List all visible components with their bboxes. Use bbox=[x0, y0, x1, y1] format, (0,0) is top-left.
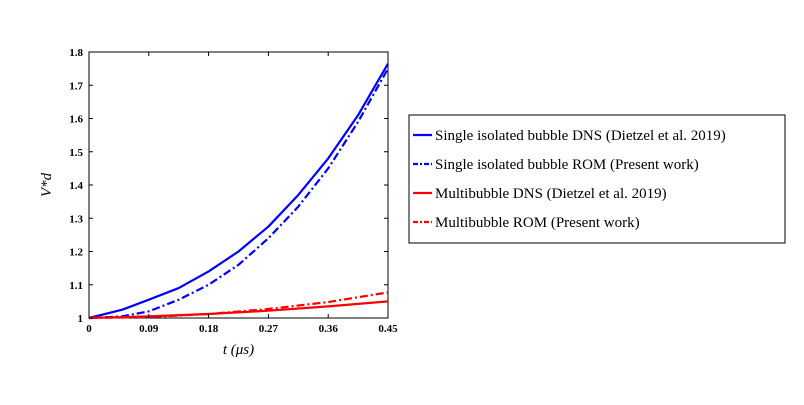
x-tick-label: 0.45 bbox=[378, 323, 398, 335]
y-tick-label: 1.7 bbox=[69, 80, 83, 92]
y-tick-label: 1.1 bbox=[69, 280, 83, 292]
x-ticks: 0 0.09 0.18 0.27 0.36 0.45 bbox=[86, 52, 398, 335]
series-line-3 bbox=[88, 300, 389, 320]
y-tick-label: 1.2 bbox=[69, 247, 83, 259]
legend-frame bbox=[408, 114, 786, 244]
y-tick-label: 1.8 bbox=[69, 47, 83, 59]
plot-frame bbox=[88, 51, 389, 319]
plot-area: 0 0.09 0.18 0.27 0.36 0.45 1 1.1 1.2 1.3 1.4 1.5 1.… bbox=[69, 47, 398, 335]
x-tick-label: 0 bbox=[86, 323, 92, 335]
series-line-2 bbox=[88, 68, 389, 320]
legend: Single isolated bubble DNS (Dietzel et a… bbox=[408, 114, 786, 244]
y-axis-label-text: V*d bbox=[39, 172, 55, 197]
y-axis-label: V*d bbox=[39, 172, 55, 197]
y-tick-label: 1.5 bbox=[69, 147, 83, 159]
legend-label-2: Single isolated bubble ROM (Present work… bbox=[435, 157, 699, 173]
y-tick-label: 1.3 bbox=[69, 213, 83, 225]
x-axis-label: t (μs) bbox=[223, 342, 254, 358]
y-tick-label: 1.4 bbox=[69, 180, 83, 192]
x-tick-label: 0.18 bbox=[199, 323, 219, 335]
series-line-1 bbox=[88, 63, 389, 320]
legend-label-1: Single isolated bubble DNS (Dietzel et a… bbox=[435, 128, 726, 144]
x-tick-label: 0.36 bbox=[319, 323, 339, 335]
x-tick-label: 0.09 bbox=[139, 323, 159, 335]
legend-label-3: Multibubble DNS (Dietzel et al. 2019) bbox=[435, 186, 667, 202]
legend-items: Single isolated bubble DNS (Dietzel et a… bbox=[413, 128, 726, 231]
y-tick-label: 1 bbox=[78, 313, 84, 325]
x-tick-label: 0.27 bbox=[259, 323, 279, 335]
series-layer bbox=[88, 63, 389, 320]
legend-label-4: Multibubble ROM (Present work) bbox=[435, 215, 640, 231]
y-tick-label: 1.6 bbox=[69, 114, 83, 126]
y-ticks: 1 1.1 1.2 1.3 1.4 1.5 1.6 1.7 1.8 bbox=[69, 47, 388, 325]
series-line-4 bbox=[88, 291, 389, 320]
